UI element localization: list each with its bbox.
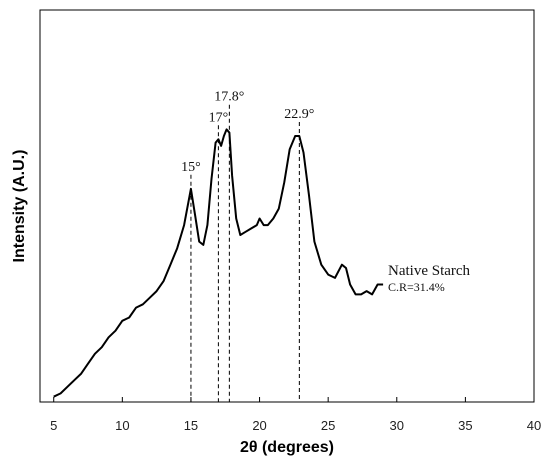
x-tick-label: 30	[390, 418, 404, 433]
x-tick-label: 15	[184, 418, 198, 433]
x-tick-label: 10	[115, 418, 129, 433]
peak-markers	[190, 104, 300, 402]
crystallinity-annotation: C.R=31.4%	[388, 280, 445, 294]
peak-label: 15°	[181, 160, 201, 175]
peak-label: 17°	[209, 110, 229, 125]
peak-labels: 15° 17° 17.8° 22.9°	[181, 90, 314, 175]
peak-label: 22.9°	[284, 107, 314, 122]
y-axis-title: Intensity (A.U.)	[11, 150, 28, 263]
x-tick-label: 20	[252, 418, 266, 433]
series-line-native-starch	[53, 128, 384, 398]
peak-label: 17.8°	[214, 90, 244, 105]
x-axis-ticks: 5 10 15 20 25 30 35 40	[50, 397, 541, 433]
x-tick-label: 35	[458, 418, 472, 433]
x-tick-label: 40	[527, 418, 541, 433]
x-tick-label: 5	[50, 418, 57, 433]
x-axis-title: 2θ (degrees)	[240, 439, 334, 456]
plot-frame	[39, 9, 535, 403]
series-label: Native Starch	[388, 263, 471, 279]
x-tick-label: 25	[321, 418, 335, 433]
